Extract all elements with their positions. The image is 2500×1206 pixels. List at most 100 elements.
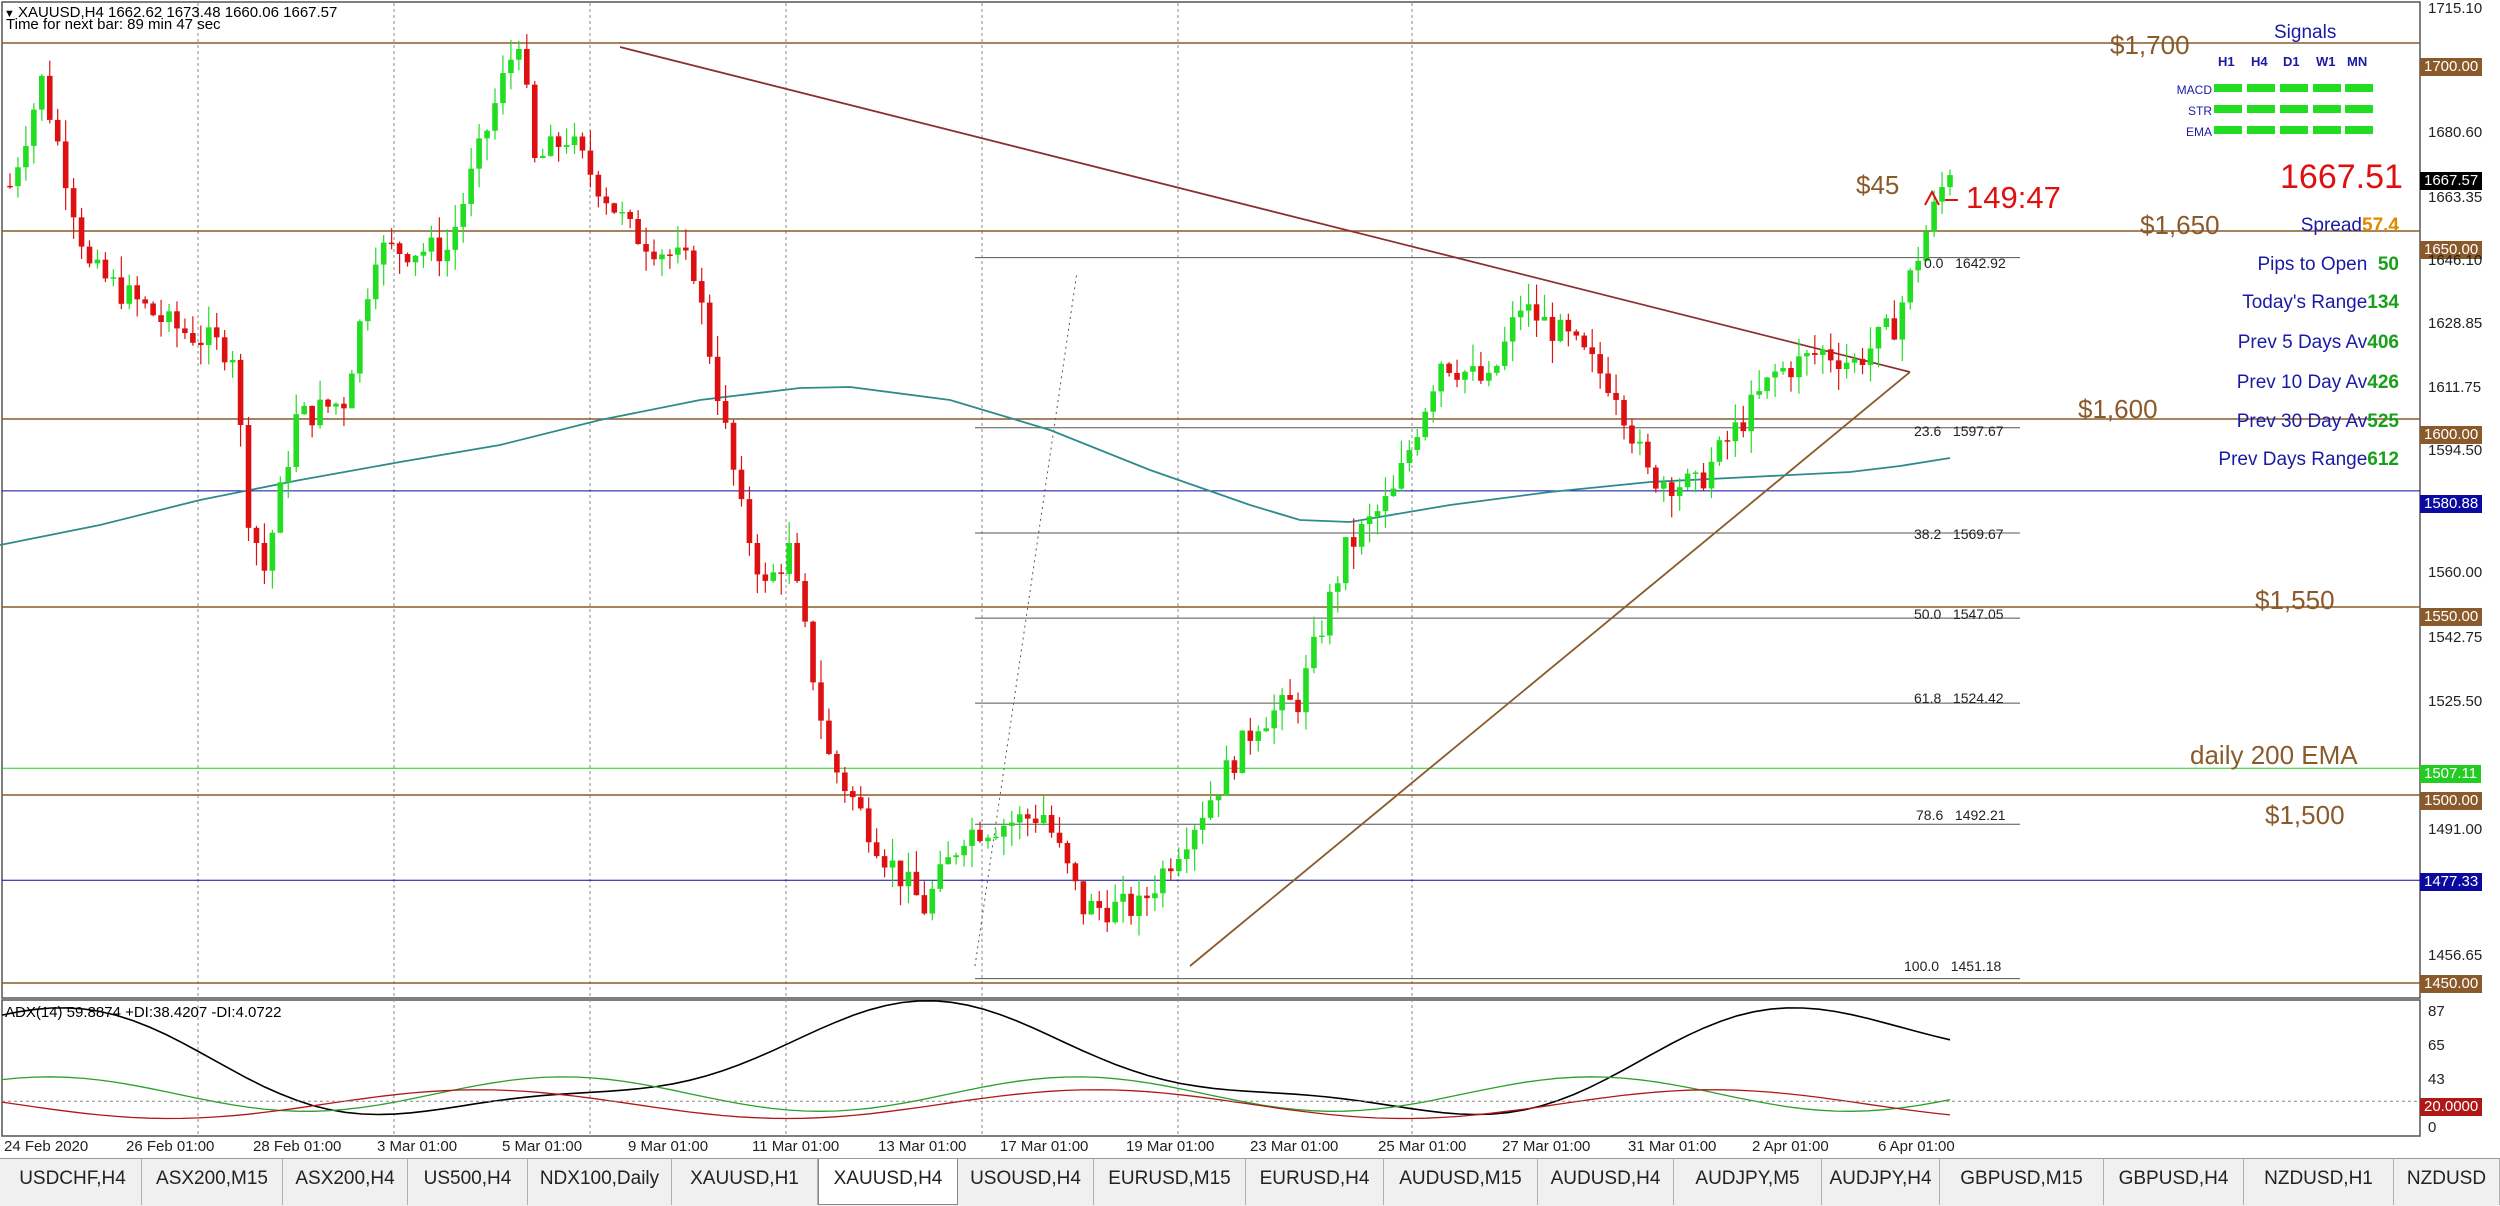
candle-body xyxy=(603,196,610,204)
tab-nzdusd-h1[interactable]: NZDUSD,H1 xyxy=(2244,1159,2394,1205)
candle-body xyxy=(213,327,220,338)
candle-body xyxy=(818,682,824,721)
candle-body xyxy=(1430,391,1436,412)
tab-xauusd-h4[interactable]: XAUUSD,H4 xyxy=(818,1159,958,1205)
candle-body xyxy=(985,837,991,842)
candle-body xyxy=(834,753,840,773)
candle-body xyxy=(778,572,785,574)
candle xyxy=(142,296,148,309)
candle-body xyxy=(388,242,395,245)
axis-box-1700: 1700.00 xyxy=(2420,58,2483,76)
tab-ndx100-daily[interactable]: NDX100,Daily xyxy=(528,1159,672,1205)
tab-audusd-h4[interactable]: AUDUSD,H4 xyxy=(1538,1159,1674,1205)
candle-body xyxy=(1390,488,1397,497)
stat-value-today: 134 xyxy=(2367,292,2399,313)
candle xyxy=(1279,688,1285,731)
candle xyxy=(102,252,109,282)
adx-label: ADX(14) 59.8874 +DI:38.4207 -DI:4.0722 xyxy=(5,1004,282,1021)
signal-grid xyxy=(2214,84,2373,134)
candle-body xyxy=(205,327,212,346)
tab-us500-h4[interactable]: US500,H4 xyxy=(408,1159,528,1205)
candle-body xyxy=(229,359,236,363)
candle-body xyxy=(539,155,546,158)
stat-label-prev5: Prev 5 Days Av xyxy=(2237,332,2368,353)
candle-body xyxy=(810,621,816,683)
axis-1456: 1456.65 xyxy=(2428,947,2483,964)
candle-body xyxy=(1271,710,1277,729)
tab-asx200-m15[interactable]: ASX200,M15 xyxy=(142,1159,283,1205)
candle xyxy=(762,562,769,593)
signal-cell xyxy=(2345,105,2373,113)
candle xyxy=(1303,655,1309,730)
candle xyxy=(881,849,888,878)
candle xyxy=(857,786,864,811)
candle-body xyxy=(524,48,530,85)
candle xyxy=(364,288,371,331)
tab-gbpusd-m15[interactable]: GBPUSD,M15 xyxy=(1940,1159,2104,1205)
axis-box-1550: 1550.00 xyxy=(2420,608,2483,626)
candle-body xyxy=(1120,893,1126,902)
candle-body xyxy=(1024,814,1031,819)
candle-body xyxy=(1509,317,1516,342)
stat-label-prev30: Prev 30 Day Av xyxy=(2236,411,2368,432)
axis-box-1500: 1500.00 xyxy=(2420,792,2483,810)
candle xyxy=(730,419,737,486)
tab-eurusd-h4[interactable]: EURUSD,H4 xyxy=(1246,1159,1384,1205)
candle-body xyxy=(1859,358,1866,365)
collapse-triangle-icon[interactable]: ▼ xyxy=(4,8,18,20)
signal-cell xyxy=(2247,105,2275,113)
candle xyxy=(1422,407,1429,441)
signal-cell xyxy=(2214,105,2242,113)
candle-body xyxy=(1660,482,1667,489)
candle xyxy=(198,325,204,365)
candle-body xyxy=(380,242,387,265)
tab-gbpusd-h4[interactable]: GBPUSD,H4 xyxy=(2104,1159,2244,1205)
tab-xauusd-h1[interactable]: XAUUSD,H1 xyxy=(672,1159,818,1205)
fib-38: 38.2 1569.67 xyxy=(1914,526,2004,542)
candle xyxy=(15,157,21,198)
candle xyxy=(810,620,816,691)
candle xyxy=(492,88,498,140)
candle-body xyxy=(1613,392,1619,400)
tab-usdchf-h4[interactable]: USDCHF,H4 xyxy=(4,1159,142,1205)
tab-audjpy-h4[interactable]: AUDJPY,H4 xyxy=(1822,1159,1940,1205)
candle xyxy=(213,312,220,350)
candle xyxy=(1056,817,1063,848)
candle-body xyxy=(921,895,928,914)
candle-body xyxy=(1899,302,1906,340)
candle-body xyxy=(1462,371,1468,380)
candle-body xyxy=(142,299,148,304)
candle xyxy=(110,269,117,287)
candle-body xyxy=(627,211,633,219)
candle xyxy=(524,34,530,89)
tab-asx200-h4[interactable]: ASX200,H4 xyxy=(283,1159,408,1205)
adx-scale-65: 65 xyxy=(2428,1037,2445,1054)
candle xyxy=(571,122,578,154)
candle-body xyxy=(198,342,204,346)
candle-body xyxy=(1311,636,1317,669)
tab-audusd-m15[interactable]: AUDUSD,M15 xyxy=(1384,1159,1538,1205)
stat-label-prev10: Prev 10 Day Av xyxy=(2236,372,2368,393)
candle-body xyxy=(253,527,260,543)
candle xyxy=(1486,360,1492,387)
tab-audjpy-m5[interactable]: AUDJPY,M5 xyxy=(1674,1159,1822,1205)
candle xyxy=(86,240,93,268)
descending-trendline xyxy=(619,46,1911,373)
axis-box-1580: 1580.88 xyxy=(2420,495,2483,513)
candle xyxy=(500,55,506,115)
candle-body xyxy=(158,315,164,322)
price-chart[interactable] xyxy=(0,0,2500,1158)
candle-body xyxy=(1382,496,1389,512)
axis-box-1477: 1477.33 xyxy=(2420,873,2483,891)
candle xyxy=(1009,810,1015,846)
signal-cell xyxy=(2247,126,2275,134)
candle-body xyxy=(1891,318,1898,340)
candle xyxy=(587,130,594,188)
trendlines xyxy=(619,46,1911,967)
tab-nzdusd[interactable]: NZDUSD xyxy=(2394,1159,2500,1205)
stat-value-prev30: 525 xyxy=(2367,411,2399,432)
tab-usousd-h4[interactable]: USOUSD,H4 xyxy=(958,1159,1094,1205)
candle xyxy=(7,173,13,189)
candle-body xyxy=(428,237,435,252)
tab-eurusd-m15[interactable]: EURUSD,M15 xyxy=(1094,1159,1246,1205)
